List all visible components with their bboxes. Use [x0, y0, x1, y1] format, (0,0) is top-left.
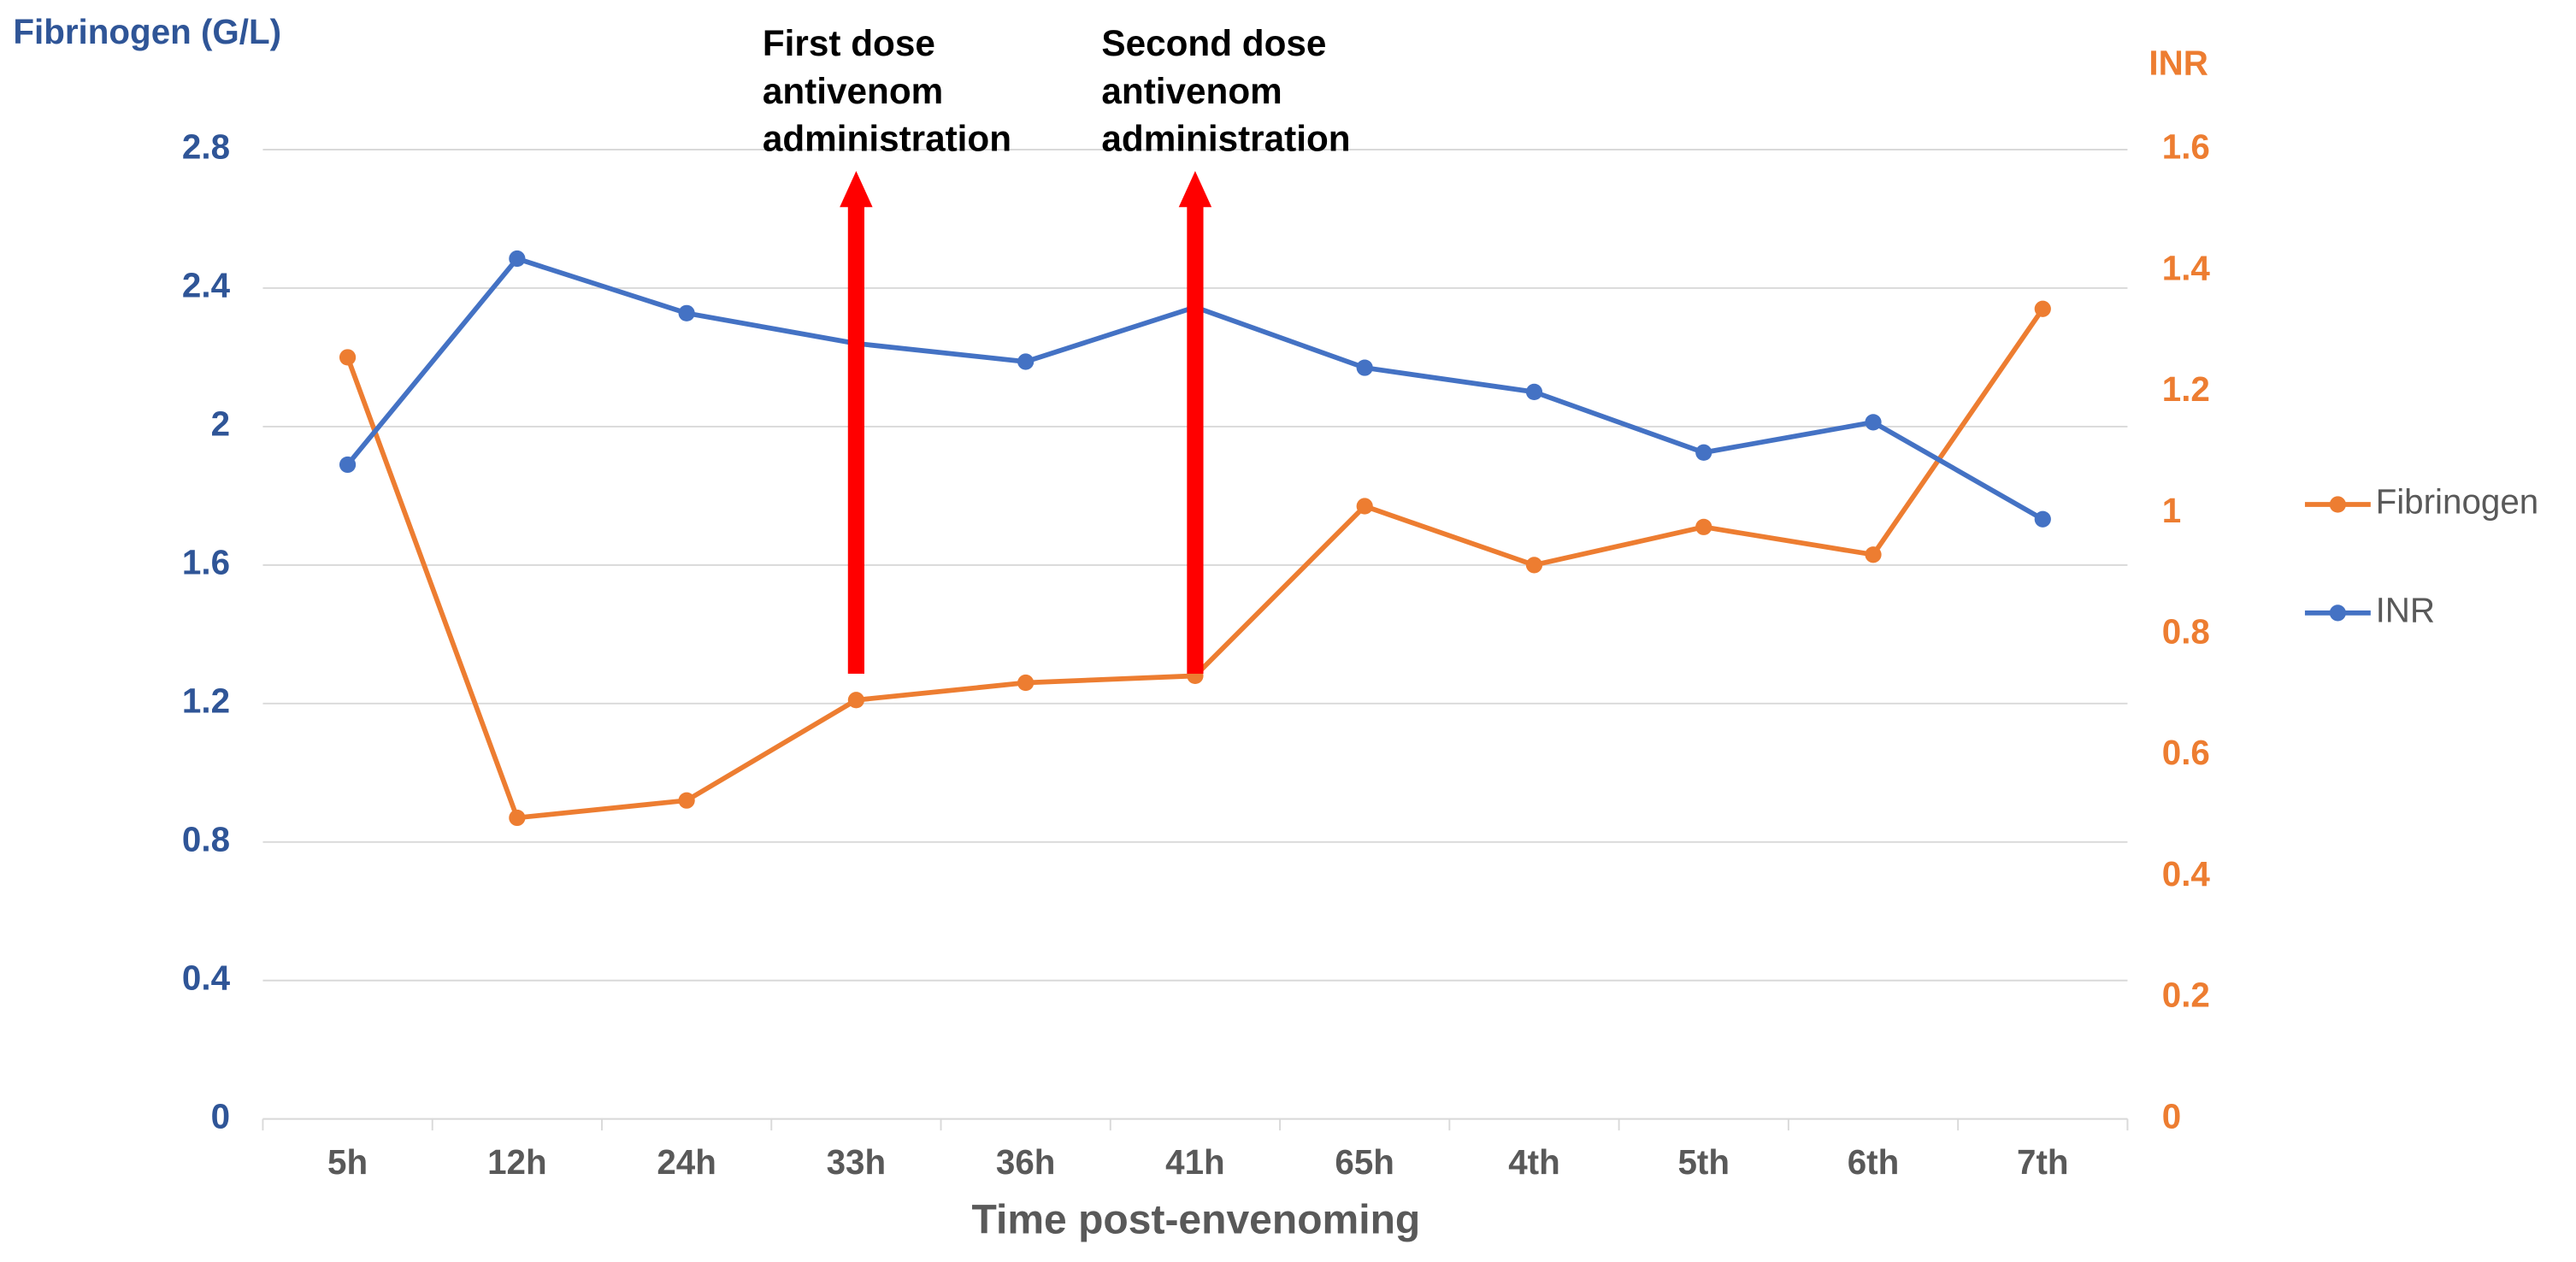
data-point [1695, 518, 1712, 535]
data-point [1695, 444, 1712, 461]
x-tick-label: 65h [1335, 1142, 1394, 1182]
annotation-text: First dose [763, 23, 935, 63]
x-tick-label: 36h [996, 1142, 1056, 1182]
data-point [1017, 353, 1035, 370]
data-point [1525, 557, 1543, 574]
y-tick-label: 1.2 [182, 681, 230, 720]
annotation-arrow-shaft [1187, 203, 1204, 674]
annotation-text: administration [1101, 119, 1350, 159]
y2-tick-label: 1.6 [2162, 127, 2210, 167]
annotation-text: Second dose [1101, 23, 1326, 63]
x-tick-label: 5h [327, 1142, 368, 1182]
data-point [509, 809, 526, 827]
data-point [2034, 510, 2051, 528]
data-point [678, 304, 695, 321]
data-point [339, 349, 357, 366]
data-point [339, 456, 357, 474]
annotation-arrow-shaft [847, 203, 865, 674]
data-point [1525, 383, 1543, 401]
legend-marker [2329, 496, 2346, 513]
data-point [1865, 414, 1882, 431]
y2-tick-label: 0.8 [2162, 611, 2210, 651]
y-tick-label: 1.6 [182, 543, 230, 582]
y2-tick-label: 1.4 [2162, 248, 2211, 287]
y2-tick-label: 1 [2162, 491, 2181, 530]
annotation-text: administration [763, 119, 1011, 159]
data-point [847, 692, 865, 709]
data-point [1356, 498, 1373, 515]
x-tick-label: 12h [487, 1142, 547, 1182]
y-axis-title: Fibrinogen (G/L) [13, 12, 281, 51]
x-tick-label: 5th [1677, 1142, 1730, 1182]
annotation-text: antivenom [1101, 71, 1282, 111]
x-axis-title: Time post-envenoming [972, 1197, 1421, 1242]
legend-label: INR [2376, 591, 2435, 630]
x-tick-label: 7th [2017, 1142, 2069, 1182]
data-point [1865, 546, 1882, 563]
y2-tick-label: 0.6 [2162, 733, 2210, 772]
annotation-text: antivenom [763, 71, 943, 111]
y-tick-label: 0.8 [182, 819, 230, 858]
x-tick-label: 41h [1165, 1142, 1225, 1182]
y2-axis-title: INR [2149, 44, 2208, 83]
data-point [2034, 300, 2051, 317]
y-tick-label: 2.4 [182, 266, 231, 305]
data-point [1017, 674, 1035, 692]
y-tick-label: 0.4 [182, 958, 231, 997]
x-tick-label: 24h [657, 1142, 716, 1182]
data-point [1356, 359, 1373, 376]
y2-tick-label: 0.2 [2162, 976, 2210, 1015]
data-point [678, 792, 695, 809]
x-tick-label: 33h [827, 1142, 887, 1182]
x-tick-label: 6th [1848, 1142, 1900, 1182]
y2-tick-label: 1.2 [2162, 369, 2210, 409]
y-tick-label: 0 [211, 1096, 230, 1135]
legend-marker [2329, 604, 2346, 622]
data-point [509, 250, 526, 268]
y-tick-label: 2.8 [182, 127, 230, 167]
legend-label: Fibrinogen [2376, 482, 2539, 522]
x-tick-label: 4th [1508, 1142, 1560, 1182]
y2-tick-label: 0.4 [2162, 854, 2211, 893]
annotation-arrow-head [840, 170, 873, 208]
annotation-arrow-head [1178, 170, 1212, 208]
y2-tick-label: 0 [2162, 1096, 2181, 1135]
y-tick-label: 2 [211, 404, 230, 444]
